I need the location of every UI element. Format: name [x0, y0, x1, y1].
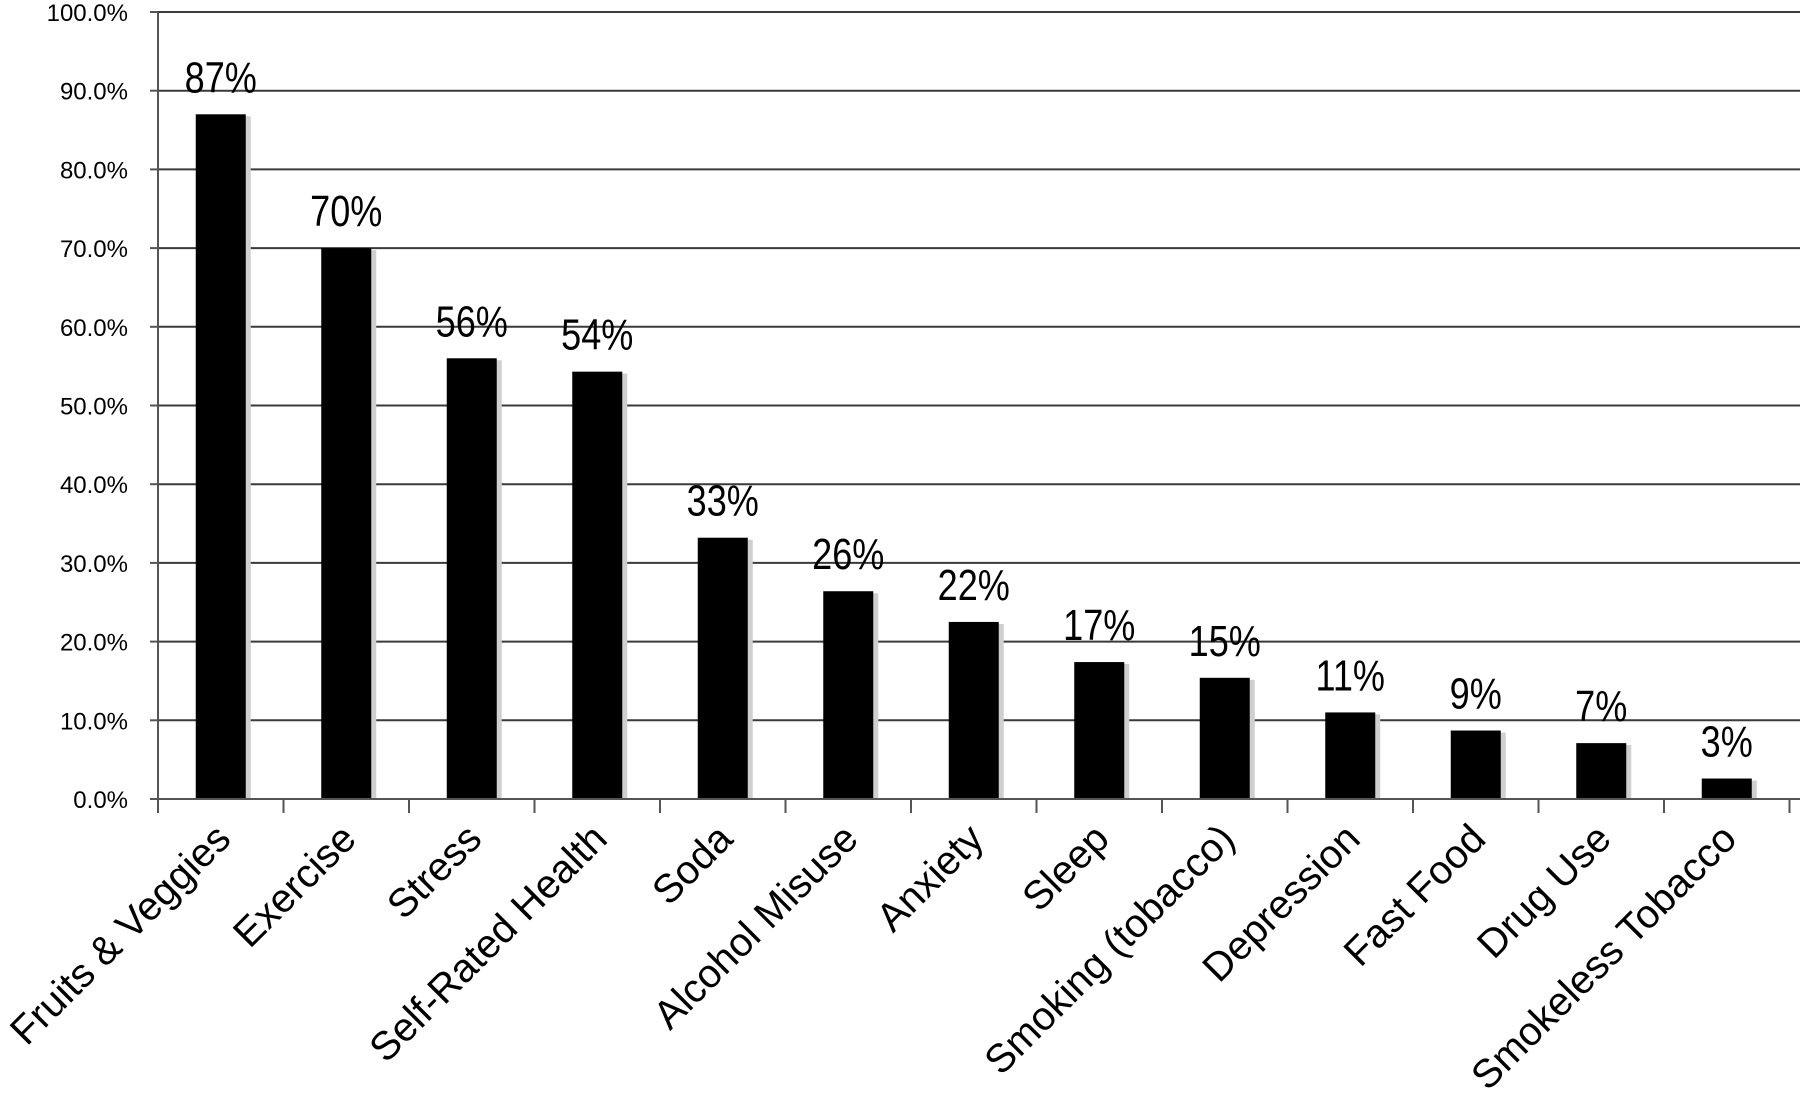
axes [150, 11, 1800, 813]
data-label: 56% [436, 297, 508, 346]
category-label: Soda [644, 816, 742, 914]
y-tick-label: 100.0% [47, 0, 128, 27]
data-label: 22% [938, 561, 1010, 610]
bar [1074, 662, 1125, 799]
bar [572, 371, 623, 799]
bar [1325, 712, 1376, 799]
category-label: Fruits & Veggies [2, 816, 239, 1053]
data-labels: 87% 70% 56% 54% 33% 26% 22% 17% 15% 11% 9% 7% 3% [185, 53, 1753, 766]
bar [1450, 730, 1501, 799]
y-tick-label: 90.0% [60, 79, 128, 106]
y-tick-label: 10.0% [60, 708, 128, 735]
category-label: Anxiety [868, 816, 992, 940]
y-tick-label: 0.0% [73, 787, 128, 814]
bar [446, 358, 497, 799]
category-label: Self-Rated Health [361, 816, 615, 1070]
y-tick-label: 30.0% [60, 551, 128, 578]
category-label: Stress [379, 816, 490, 927]
data-label: 70% [310, 187, 382, 236]
bar [948, 621, 999, 799]
data-label: 11% [1315, 651, 1385, 700]
data-label: 33% [687, 476, 759, 525]
data-label: 54% [561, 310, 633, 359]
y-tick-label: 20.0% [60, 630, 128, 657]
bar [321, 248, 372, 800]
bar [697, 537, 748, 799]
data-label: 15% [1189, 616, 1261, 665]
bar [1701, 778, 1752, 799]
bar [1576, 743, 1627, 799]
bar [1199, 677, 1250, 799]
bar [823, 591, 874, 799]
y-tick-label: 70.0% [60, 236, 128, 263]
data-label: 3% [1701, 717, 1753, 766]
data-label: 26% [812, 530, 884, 579]
category-label: Exercise [225, 816, 365, 956]
y-tick-labels: 0.0% 10.0% 20.0% 30.0% 40.0% 50.0% 60.0% 70.0% 8… [47, 0, 128, 814]
bars [195, 114, 1757, 800]
y-tick-label: 60.0% [60, 315, 128, 342]
y-tick-label: 50.0% [60, 394, 128, 421]
data-label: 7% [1575, 682, 1627, 731]
data-label: 17% [1063, 601, 1135, 650]
bar [195, 114, 246, 799]
y-tick-label: 40.0% [60, 472, 128, 499]
gridlines [158, 11, 1800, 722]
data-label: 9% [1450, 669, 1502, 718]
category-label: Sleep [1014, 816, 1117, 919]
data-label: 87% [185, 53, 257, 102]
y-tick-label: 80.0% [60, 157, 128, 184]
